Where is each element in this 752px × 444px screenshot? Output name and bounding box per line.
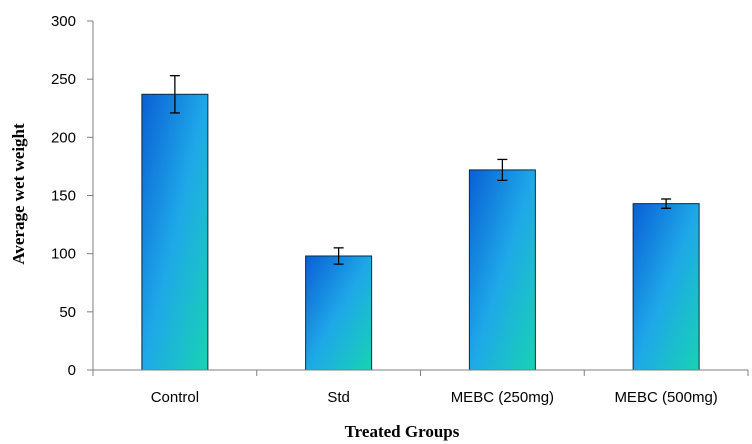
y-tick-label: 100 <box>51 246 76 263</box>
error-bar <box>333 247 344 265</box>
y-tick-label: 150 <box>51 188 76 205</box>
x-tick-label: Control <box>151 389 199 406</box>
y-axis-title: Average wet weight <box>9 123 28 265</box>
x-tick-label: MEBC (500mg) <box>614 389 717 406</box>
y-tick-label: 250 <box>51 71 76 88</box>
y-axis-tick-labels: 0 50 100 150 200 250 300 <box>51 13 76 379</box>
x-tick-label: MEBC (250mg) <box>451 389 554 406</box>
x-axis-ticks <box>92 370 749 376</box>
y-axis-ticks <box>87 20 93 371</box>
bars <box>141 93 700 371</box>
bar <box>305 255 373 371</box>
error-bar <box>169 75 180 114</box>
bar <box>632 203 700 371</box>
error-bar <box>497 158 508 182</box>
y-tick-label: 50 <box>59 304 76 321</box>
y-tick-label: 300 <box>51 13 76 30</box>
x-axis-title: Treated Groups <box>345 422 460 441</box>
x-axis-tick-labels: Control Std MEBC (250mg) MEBC (500mg) <box>151 389 718 406</box>
y-tick-label: 0 <box>68 362 76 379</box>
error-bars <box>169 75 672 265</box>
y-tick-label: 200 <box>51 129 76 146</box>
x-tick-label: Std <box>327 389 350 406</box>
error-bar <box>661 198 672 209</box>
bar <box>141 93 209 371</box>
bar <box>468 169 536 371</box>
